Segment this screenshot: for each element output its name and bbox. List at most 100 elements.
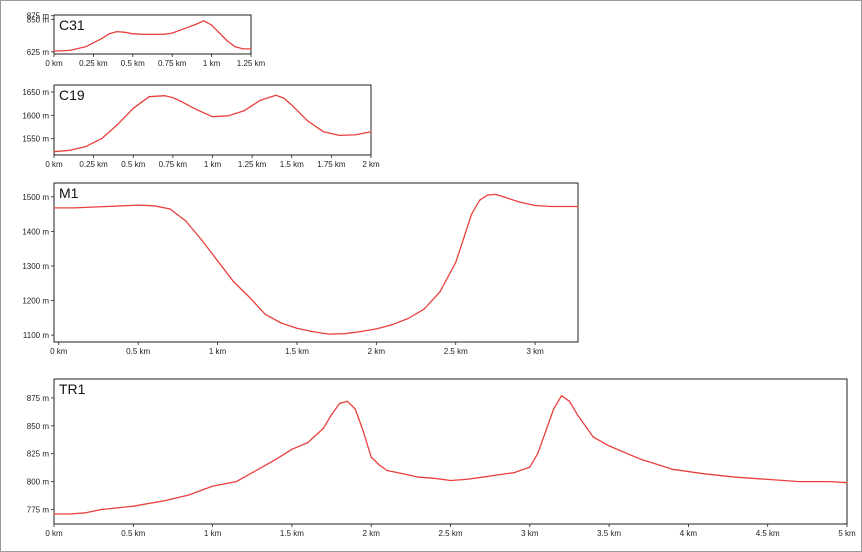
y-tick-label: 875 m (27, 12, 50, 21)
elevation-point (502, 196, 504, 198)
plot-frame (53, 84, 372, 156)
elevation-point (163, 33, 165, 35)
elevation-point (226, 40, 228, 42)
elevation-point (283, 97, 285, 99)
elevation-point (359, 331, 362, 333)
x-tick-label: 3 km (526, 347, 544, 356)
elevation-point (296, 327, 298, 329)
x-tick-label: 0.5 km (121, 160, 145, 169)
elevation-point (243, 110, 245, 112)
x-tick-label: 2 km (363, 529, 381, 538)
elevation-point (169, 208, 171, 210)
x-tick-label: 1.75 km (317, 160, 346, 169)
elevation-point (248, 296, 250, 298)
elevation-point (69, 49, 71, 52)
elevation-point (330, 414, 333, 416)
elevation-point (338, 402, 341, 405)
x-tick-label: 1 km (204, 160, 222, 169)
elevation-point (344, 333, 346, 335)
elevation-point (518, 201, 520, 203)
elevation-point (307, 442, 309, 444)
chart-title: C19 (59, 87, 85, 103)
elevation-point (212, 485, 214, 487)
elevation-point (534, 204, 536, 207)
y-tick-label: 1600 m (22, 111, 49, 120)
elevation-point (132, 505, 134, 507)
elevation-point (338, 134, 340, 136)
elevation-point (280, 322, 282, 324)
y-tick-label: 875 m (27, 394, 50, 403)
elevation-point (85, 512, 87, 514)
elevation-point (402, 473, 404, 475)
x-tick-label: 0 km (45, 59, 63, 68)
elevation-point (196, 109, 198, 111)
elevation-point (328, 333, 330, 335)
x-tick-label: 1.5 km (280, 529, 304, 538)
x-tick-label: 3.5 km (597, 529, 621, 538)
x-tick-label: 1 km (209, 347, 227, 356)
elevation-point (155, 33, 157, 36)
elevation-point (195, 23, 197, 25)
elevation-point (479, 199, 481, 201)
x-tick-label: 0.75 km (159, 160, 188, 169)
elevation-point (259, 467, 261, 469)
elevation-point (545, 430, 547, 432)
elevation-point (434, 477, 436, 479)
elevation-point (53, 151, 55, 153)
elevation-point (703, 473, 705, 475)
elevation-point (148, 33, 150, 36)
x-tick-label: 4 km (680, 529, 698, 538)
elevation-point (235, 481, 237, 483)
elevation-point (187, 26, 189, 28)
elevation-point (172, 97, 174, 99)
elevation-point (116, 124, 118, 126)
elevation-point (312, 331, 314, 333)
elevation-point (378, 464, 380, 466)
x-tick-label: 0 km (45, 160, 63, 169)
y-tick-label: 825 m (27, 450, 50, 459)
elevation-point (370, 456, 372, 458)
elevation-point (185, 220, 187, 222)
elevation-point (108, 33, 110, 35)
elevation-point (100, 38, 102, 40)
elevation-point (375, 328, 377, 330)
elevation-point (164, 95, 166, 97)
elevation-point (53, 513, 55, 515)
elevation-point (391, 324, 393, 326)
elevation-point (291, 448, 293, 450)
elevation-point (180, 100, 182, 102)
elevation-point (132, 107, 134, 109)
elevation-point (486, 194, 489, 196)
elevation-point (275, 94, 277, 96)
x-tick-label: 4.5 km (756, 529, 780, 538)
elevation-point (362, 430, 364, 432)
y-tick-label: 775 m (27, 506, 50, 515)
elevation-point (234, 46, 236, 48)
elevation-point (69, 513, 71, 515)
x-tick-label: 5 km (838, 529, 856, 538)
x-tick-label: 2 km (368, 347, 386, 356)
plot-frame (53, 182, 579, 343)
y-tick-label: 1500 m (22, 193, 49, 202)
elevation-point (830, 481, 832, 483)
elevation-point (537, 453, 539, 455)
elevation-point (463, 237, 465, 239)
chart-title: TR1 (59, 381, 86, 397)
elevation-point (203, 20, 205, 22)
x-tick-label: 1.25 km (237, 59, 266, 68)
elevation-point (386, 469, 388, 472)
profile-chart-1: C19 1650 m 1600 m 1550 m 0 km 0.25 km 0.5 km 0.… (22, 84, 380, 169)
elevation-point (346, 400, 348, 402)
elevation-point (137, 204, 139, 206)
elevation-point (576, 414, 579, 416)
elevation-point (53, 50, 55, 52)
elevation-point (735, 476, 737, 478)
elevation-point (69, 149, 71, 151)
elevation-point (423, 308, 425, 310)
x-tick-label: 0 km (50, 347, 68, 356)
elevation-point (148, 96, 150, 98)
x-tick-label: 1.5 km (285, 347, 309, 356)
y-tick-label: 1100 m (23, 331, 49, 340)
